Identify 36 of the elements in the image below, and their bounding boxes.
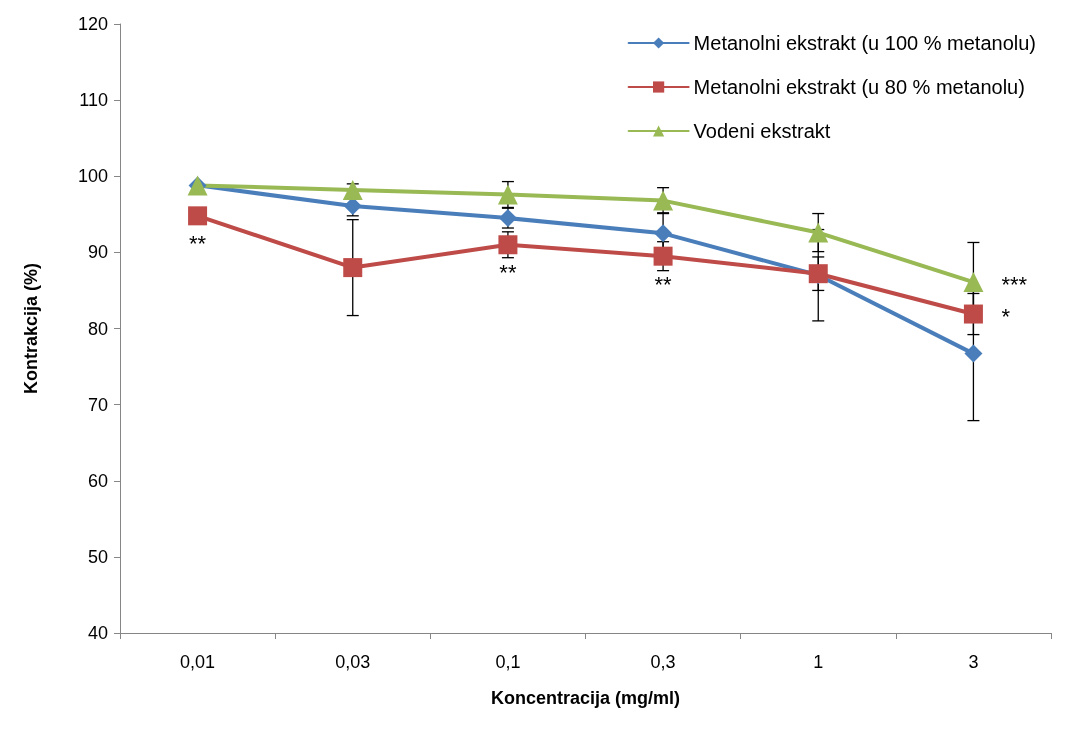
x-tick-label: 0,03 [335, 652, 371, 672]
x-tick-label: 0,3 [650, 652, 676, 672]
point [654, 224, 673, 243]
point [964, 344, 983, 363]
y-tick-label: 60 [87, 470, 108, 491]
x-tick-label: 0,01 [180, 652, 216, 672]
point [963, 304, 983, 324]
point [963, 272, 984, 293]
y-axis-title: Kontrakcija (%) [21, 262, 41, 395]
legend-label: Vodeni ekstrakt [693, 120, 831, 142]
point [497, 184, 518, 205]
annotation: * [1001, 303, 1011, 329]
y-tick-label: 70 [87, 394, 108, 415]
y-tick-label: 40 [87, 623, 108, 643]
y-tick-label: 80 [87, 318, 108, 339]
annotation: ** [499, 260, 517, 286]
point [343, 258, 363, 278]
point [653, 190, 674, 211]
legend-label: Metanolni ekstrakt (u 80 % metanolu) [693, 76, 1025, 98]
annotation: ** [189, 231, 207, 257]
point [342, 179, 363, 200]
x-tick-label: 3 [968, 652, 979, 672]
point [188, 206, 208, 226]
annotation: ** [654, 271, 673, 297]
legend-label: Metanolni ekstrakt (u 100 % metanolu) [693, 32, 1037, 54]
annotation: *** [1001, 271, 1028, 297]
y-tick-label: 120 [77, 14, 108, 34]
x-tick-label: 1 [813, 652, 824, 672]
x-axis-title: Koncentracija (mg/ml) [490, 688, 681, 708]
y-tick-label: 110 [79, 90, 108, 111]
y-tick-label: 90 [87, 242, 108, 263]
y-tick-label: 100 [77, 166, 108, 187]
point [808, 222, 829, 243]
x-tick-label: 0,1 [495, 652, 521, 672]
point [653, 246, 673, 266]
y-tick-label: 50 [87, 546, 108, 567]
